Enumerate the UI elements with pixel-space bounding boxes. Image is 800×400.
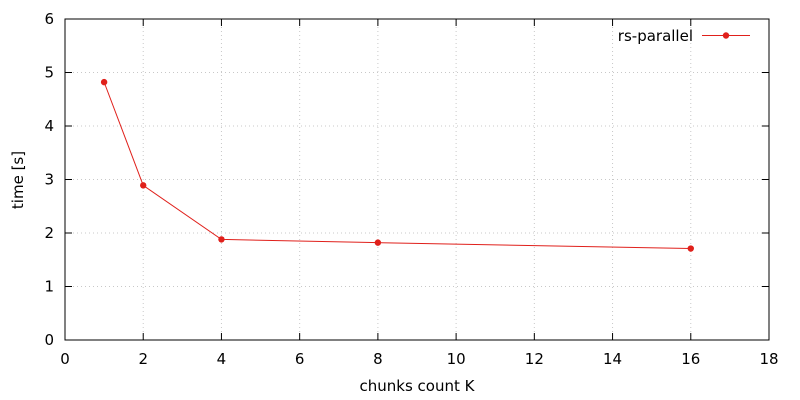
x-tick-label: 2 <box>138 350 148 368</box>
grid <box>65 19 769 340</box>
x-tick-label: 6 <box>295 350 305 368</box>
legend-marker-rs-parallel <box>722 32 730 39</box>
x-axis-label: chunks count K <box>360 377 476 395</box>
y-tick-label: 1 <box>44 278 54 296</box>
y-axis-label: time [s] <box>9 151 27 209</box>
data-point <box>687 245 694 252</box>
x-tick-label: 18 <box>759 350 778 368</box>
x-tick-label: 10 <box>447 350 466 368</box>
data-point <box>374 239 382 246</box>
data-point <box>218 236 225 243</box>
y-tick-label: 0 <box>44 331 54 349</box>
x-tick-label: 4 <box>217 350 227 368</box>
x-tick-label: 14 <box>603 350 622 368</box>
y-tick-label: 4 <box>44 117 54 135</box>
y-tick-label: 6 <box>44 10 54 28</box>
x-tick-label: 12 <box>525 350 544 368</box>
x-tick-label: 0 <box>60 350 70 368</box>
y-tick-label: 3 <box>44 171 54 189</box>
data-point <box>100 78 108 86</box>
series-layer <box>100 78 694 252</box>
legend-label-rs-parallel: rs-parallel <box>618 27 693 45</box>
y-tick-label: 5 <box>44 64 54 82</box>
series-line-rs-parallel <box>103 81 691 250</box>
y-tick-label: 2 <box>44 224 54 242</box>
x-tick-label: 8 <box>373 350 383 368</box>
x-tick-label: 16 <box>681 350 700 368</box>
legend: rs-parallel <box>618 27 750 45</box>
data-point <box>140 182 147 189</box>
